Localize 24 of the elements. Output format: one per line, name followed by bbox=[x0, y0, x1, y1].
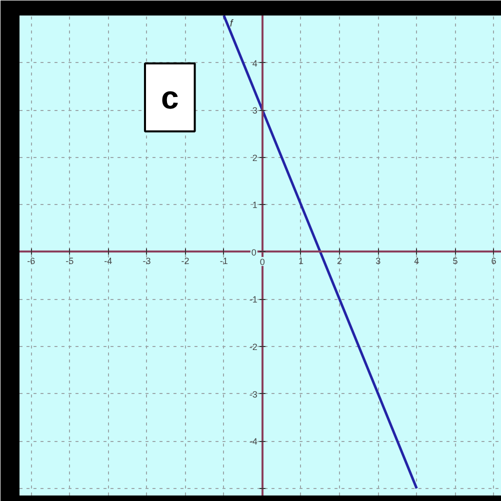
x-tick-label: -6 bbox=[27, 256, 36, 266]
y-tick-label: -1 bbox=[249, 294, 258, 305]
y-tick-label: -2 bbox=[249, 342, 258, 352]
x-tick-label: 0 bbox=[260, 256, 265, 267]
y-tick-label: 3 bbox=[252, 106, 258, 116]
y-tick-label: 2 bbox=[252, 152, 258, 163]
y-tick-label: 1 bbox=[252, 200, 258, 210]
x-tick-label: -2 bbox=[181, 256, 190, 266]
x-tick-label: 3 bbox=[376, 256, 381, 266]
x-tick-label: 6 bbox=[491, 256, 496, 266]
y-tick-label: 0 bbox=[251, 247, 256, 258]
x-tick-label: 5 bbox=[452, 256, 458, 266]
x-tick-label: -5 bbox=[66, 256, 74, 266]
y-tick-label: -4 bbox=[249, 436, 258, 447]
series-label: f bbox=[230, 18, 234, 30]
x-tick-label: -1 bbox=[220, 256, 228, 266]
x-tick-label: 2 bbox=[337, 256, 342, 266]
x-tick-label: 1 bbox=[298, 256, 304, 266]
x-tick-label: -3 bbox=[142, 256, 151, 266]
annotation: c bbox=[160, 79, 179, 116]
y-tick-label: 4 bbox=[252, 58, 258, 68]
x-tick-label: 4 bbox=[414, 256, 420, 266]
y-tick-label: -3 bbox=[249, 389, 258, 400]
x-tick-label: -4 bbox=[104, 256, 112, 266]
